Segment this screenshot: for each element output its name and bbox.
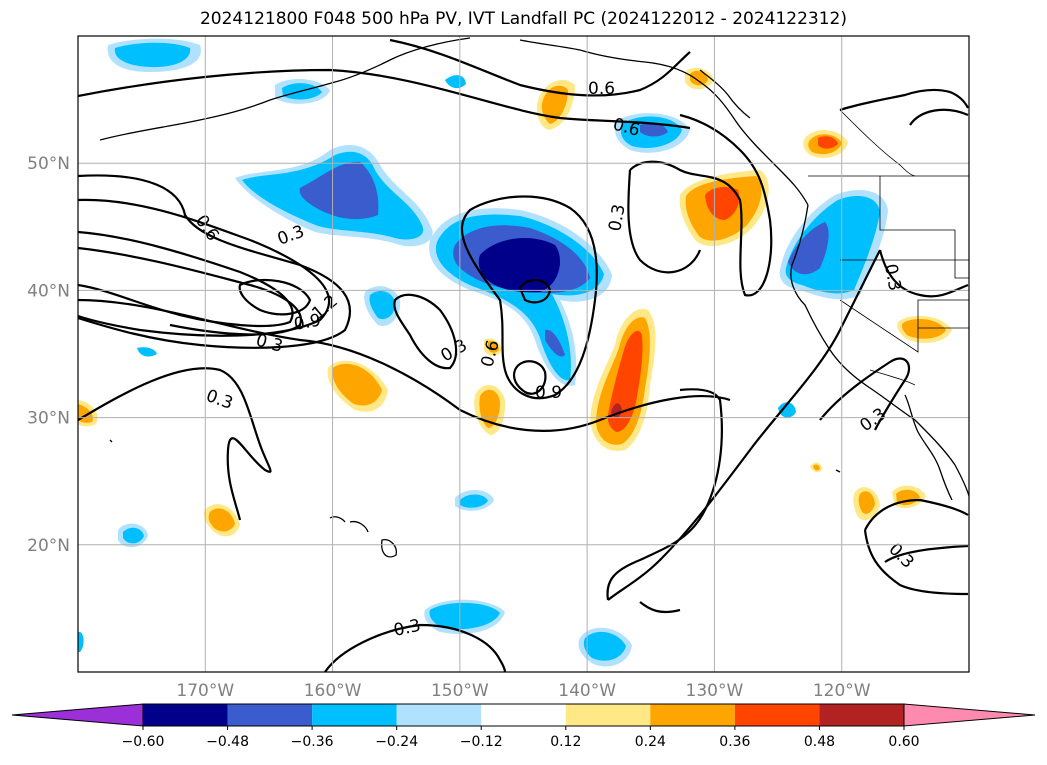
- lon-tick-label: 140°W: [558, 681, 616, 701]
- shaded-negative-anomalies: [78, 38, 888, 667]
- map-panel: 0.6 0.6 0.6 0.3 0.3 0.9 1.2 0.3 0.3 0.3 …: [78, 37, 969, 672]
- colorbar-bin: [396, 704, 482, 726]
- colorbar: [11, 703, 1036, 727]
- orange-region: [858, 491, 875, 514]
- blue-region: [137, 347, 157, 357]
- contour-label: 0.3: [392, 616, 423, 641]
- lon-tick-label: 130°W: [686, 681, 744, 701]
- contour-label: 0.9: [292, 311, 322, 335]
- colorbar-bin: [565, 704, 651, 726]
- lat-tick-label: 20°N: [27, 536, 70, 556]
- blue-region: [460, 494, 488, 508]
- contour-label: 0.3: [605, 203, 629, 233]
- orange-region: [208, 508, 235, 532]
- lon-tick-label: 160°W: [304, 681, 362, 701]
- lon-tick-label: 150°W: [431, 681, 489, 701]
- blue-region: [369, 290, 396, 320]
- borders: [808, 109, 969, 386]
- contour-label: 0.3: [203, 386, 235, 414]
- blue-region: [114, 42, 191, 68]
- colorbar-bin: [227, 704, 313, 726]
- colorbar-tick-label: 0.60: [888, 734, 919, 750]
- lon-tick-label: 170°W: [176, 681, 234, 701]
- blue-region: [445, 75, 466, 89]
- contour-label: 0.3: [880, 262, 904, 292]
- coastlines: [99, 37, 969, 558]
- figure-title: 2024121800 F048 500 hPa PV, IVT Landfall…: [199, 9, 847, 29]
- blue-region: [78, 631, 84, 652]
- colorbar-bin: [481, 704, 566, 726]
- orange-region: [705, 187, 740, 220]
- orange-region: [488, 340, 499, 353]
- contour-label: 0.3: [254, 331, 285, 357]
- blue-region: [778, 402, 796, 418]
- contour-lines: [78, 38, 969, 672]
- colorbar-bin: [650, 704, 735, 726]
- orange-region: [332, 363, 382, 406]
- orange-region: [818, 136, 838, 149]
- blue-region: [299, 161, 379, 220]
- colorbar-bin: [143, 704, 228, 726]
- colorbar-tick-label: 0.24: [635, 734, 666, 750]
- blue-region: [545, 329, 565, 357]
- contour-label: 0.6: [588, 79, 615, 99]
- blue-region: [123, 527, 144, 544]
- longitude-labels: 170°W 160°W 150°W 140°W 130°W 120°W: [176, 681, 870, 701]
- colorbar-bin: [819, 704, 904, 726]
- colorbar-tick-label: 0.12: [550, 734, 581, 750]
- orange-region: [479, 389, 500, 428]
- orange-region: [813, 464, 820, 471]
- contour-label: 0.3: [438, 335, 471, 366]
- blue-region: [583, 631, 626, 661]
- colorbar-tick-label: 0.48: [804, 734, 835, 750]
- colorbar-bin: [734, 704, 820, 726]
- contour-label: 0.9: [535, 383, 562, 403]
- contour-label: 0.3: [856, 404, 890, 436]
- orange-region: [902, 318, 946, 339]
- contour-label: 0.6: [478, 338, 504, 369]
- colorbar-outline: [142, 703, 905, 727]
- colorbar-under-triangle: [11, 703, 144, 727]
- colorbar-tick-label: −0.24: [375, 734, 418, 750]
- lat-tick-label: 40°N: [27, 281, 70, 301]
- blue-region: [429, 602, 500, 630]
- map-frame: [77, 35, 970, 673]
- colorbar-tick-label: −0.12: [460, 734, 503, 750]
- colorbar-over-triangle: [903, 703, 1036, 727]
- orange-region: [541, 85, 568, 124]
- gridlines: [78, 36, 969, 672]
- orange-region: [690, 70, 708, 86]
- colorbar-tick-label: 0.36: [719, 734, 750, 750]
- latitude-labels: 20°N 30°N 40°N 50°N: [27, 154, 70, 556]
- lon-tick-label: 120°W: [813, 681, 871, 701]
- blue-region: [640, 122, 668, 137]
- lat-tick-label: 30°N: [27, 409, 70, 429]
- colorbar-tick-label: −0.36: [291, 734, 334, 750]
- blue-region: [788, 222, 829, 275]
- colorbar-tick-label: −0.60: [122, 734, 165, 750]
- colorbar-bin: [312, 704, 397, 726]
- colorbar-tick-label: −0.48: [206, 734, 249, 750]
- blue-region: [478, 237, 560, 293]
- lat-tick-label: 50°N: [27, 154, 70, 174]
- colorbar-labels: −0.60 −0.48 −0.36 −0.24 −0.12 0.12 0.24 0.36 0.4…: [122, 726, 920, 750]
